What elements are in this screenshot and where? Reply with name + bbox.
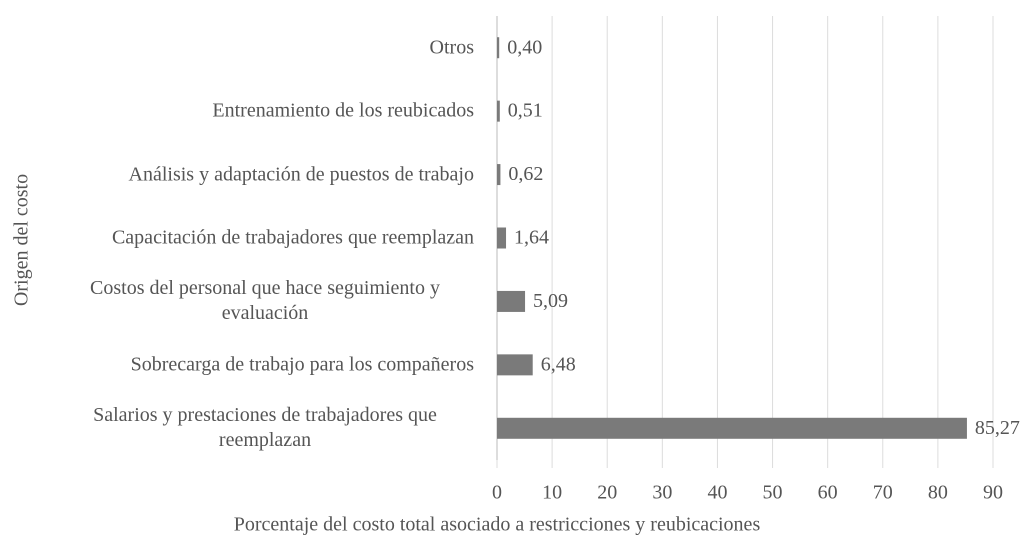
x-tick-label: 90 [983, 482, 1003, 504]
x-axis-title: Porcentaje del costo total asociado a re… [233, 513, 761, 536]
y-tick-label: Entrenamiento de los reubicados [212, 99, 474, 122]
x-tick-label: 10 [542, 482, 562, 504]
x-tick-label: 20 [597, 482, 617, 504]
value-label: 1,64 [514, 227, 549, 249]
y-tick-label-box: Costos del personal que hace seguimiento… [34, 276, 474, 326]
y-tick-label-box: Capacitación de trabajadores que reempla… [34, 226, 474, 251]
y-tick-label: Capacitación de trabajadores que reempla… [111, 226, 474, 249]
y-tick-label: Otros [429, 36, 474, 59]
x-tick-label: 70 [873, 482, 893, 504]
y-tick-label-box: Sobrecarga de trabajo para los compañero… [34, 352, 474, 377]
x-tick-label: 60 [818, 482, 838, 504]
bar [497, 164, 501, 186]
y-tick-label-box: Análisis y adaptación de puestos de trab… [34, 162, 474, 187]
y-axis-title: Origen del costo [10, 173, 33, 307]
y-tick-label-box: Otros [34, 35, 474, 60]
x-tick-label: 30 [652, 482, 672, 504]
y-tick-label-box: Entrenamiento de los reubicados [34, 99, 474, 124]
y-tick-label: Análisis y adaptación de puestos de trab… [128, 163, 474, 186]
bar [497, 417, 967, 439]
value-label: 85,27 [975, 417, 1020, 439]
x-tick-label: 80 [928, 482, 948, 504]
bar [497, 37, 500, 59]
x-tick-label: 40 [707, 482, 727, 504]
bar [497, 290, 526, 312]
y-tick-label: Costos del personal que hace seguimiento… [90, 277, 440, 325]
y-tick-label: Salarios y prestaciones de trabajadores … [93, 404, 437, 452]
bar [497, 100, 500, 122]
y-tick-label-box: Salarios y prestaciones de trabajadores … [34, 403, 474, 453]
x-tick-label: 50 [763, 482, 783, 504]
value-label: 0,51 [508, 100, 543, 122]
y-tick-label: Sobrecarga de trabajo para los compañero… [130, 353, 474, 376]
value-label: 0,40 [507, 36, 542, 58]
value-label: 5,09 [533, 290, 568, 312]
bar [497, 227, 507, 249]
value-label: 6,48 [541, 353, 576, 375]
x-tick-label: 0 [492, 482, 502, 504]
bar [497, 354, 533, 376]
value-label: 0,62 [508, 163, 543, 185]
